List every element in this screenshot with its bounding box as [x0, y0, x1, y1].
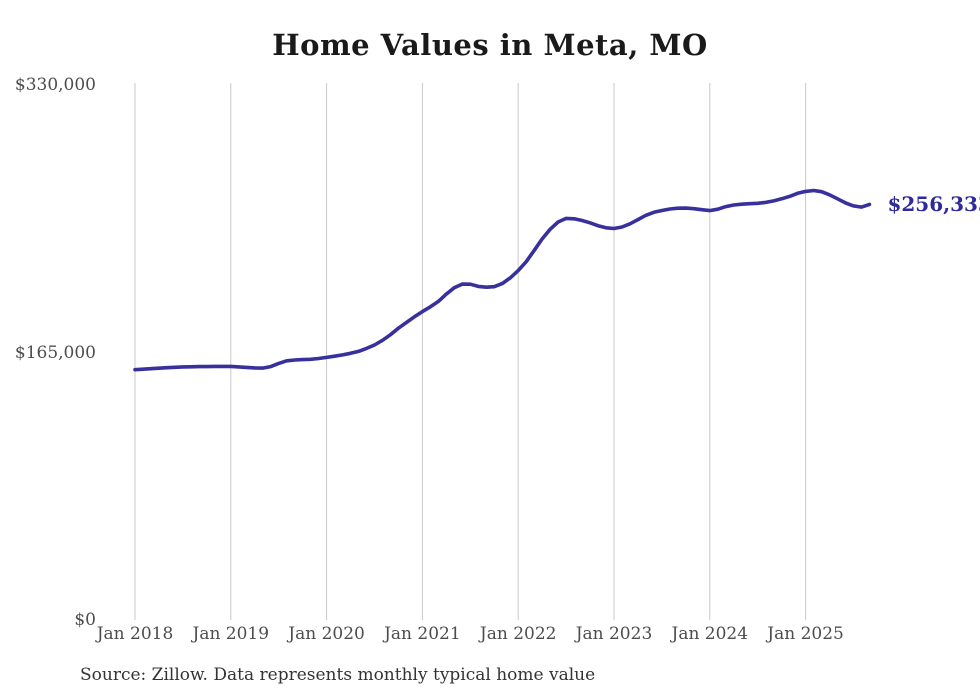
y-axis-tick-label: $0 — [74, 610, 96, 630]
x-axis-tick-label: Jan 2021 — [384, 624, 461, 644]
x-axis-tick-label: Jan 2019 — [192, 624, 270, 644]
source-note: Source: Zillow. Data represents monthly … — [80, 665, 596, 685]
y-axis-tick-label: $165,000 — [14, 342, 96, 363]
home-value-line — [133, 188, 872, 372]
latest-value-label: $256,333 — [887, 192, 980, 217]
x-axis-tick-label: Jan 2023 — [575, 624, 653, 644]
x-axis-tick-label: Jan 2020 — [288, 624, 365, 644]
chart-title: Home Values in Meta, MO — [272, 28, 708, 62]
x-axis-tick-label: Jan 2022 — [479, 624, 557, 644]
x-axis-tick-label: Jan 2025 — [767, 624, 844, 644]
y-axis-tick-label: $330,000 — [14, 75, 96, 95]
x-axis-tick-label: Jan 2018 — [96, 624, 174, 644]
gridlines-group — [134, 83, 807, 620]
x-axis-tick-label: Jan 2024 — [671, 624, 749, 644]
